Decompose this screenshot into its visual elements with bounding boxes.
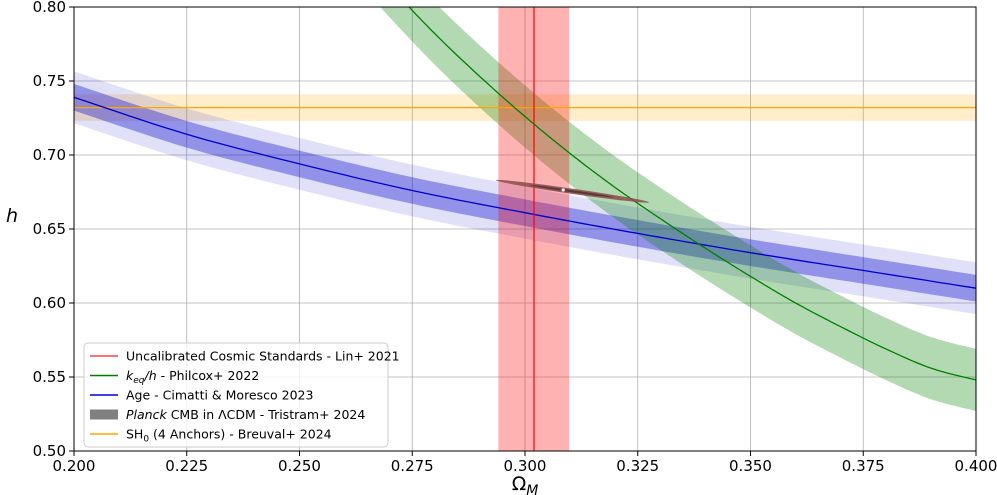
legend-item: keq/h - Philcox+ 2022 <box>90 368 259 386</box>
y-axis-label: h <box>6 205 18 227</box>
legend-item: Planck CMB in ΛCDM - Tristram+ 2024 <box>90 407 365 422</box>
legend-label: SH0 (4 Anchors) - Breuval+ 2024 <box>126 427 332 445</box>
x-tick-label: 0.350 <box>729 457 772 475</box>
age-line <box>74 96 976 289</box>
y-tick-label: 0.55 <box>33 368 66 386</box>
x-tick-label: 0.325 <box>616 457 659 475</box>
x-tick-label: 0.300 <box>504 457 547 475</box>
central-lines <box>74 7 976 451</box>
y-tick-label: 0.70 <box>33 146 66 164</box>
x-axis-label: ΩM <box>512 473 539 495</box>
legend-label: Planck CMB in ΛCDM - Tristram+ 2024 <box>126 407 365 422</box>
x-tick-label: 0.200 <box>53 457 96 475</box>
age-band-outer <box>74 71 976 315</box>
planck-center-point <box>561 188 565 192</box>
y-tick-label: 0.60 <box>33 294 66 312</box>
legend-label: keq/h - Philcox+ 2022 <box>126 368 259 386</box>
y-tick-label: 0.75 <box>33 72 66 90</box>
y-tick-label: 0.65 <box>33 220 66 238</box>
x-tick-label: 0.275 <box>391 457 434 475</box>
y-tick-label: 0.50 <box>33 442 66 460</box>
axis-ticks: 0.200 0.225 0.250 0.275 0.300 0.325 0.350 0.375… <box>33 0 997 475</box>
x-tick-label: 0.225 <box>165 457 208 475</box>
legend-item: SH0 (4 Anchors) - Breuval+ 2024 <box>90 427 332 445</box>
planck-ellipse-inner <box>530 185 615 198</box>
x-tick-label: 0.375 <box>842 457 885 475</box>
legend-box <box>83 342 389 448</box>
philcox-line <box>408 7 976 381</box>
legend-label: Age - Cimatti & Moresco 2023 <box>126 388 313 403</box>
y-tick-label: 0.80 <box>33 0 66 16</box>
x-tick-label: 0.250 <box>278 457 321 475</box>
x-tick-label: 0.400 <box>955 457 997 475</box>
legend-swatch <box>90 409 118 420</box>
legend-label: Uncalibrated Cosmic Standards - Lin+ 202… <box>126 349 400 364</box>
legend: Uncalibrated Cosmic Standards - Lin+ 202… <box>83 342 400 448</box>
legend-item: Age - Cimatti & Moresco 2023 <box>90 388 313 403</box>
legend-item: Uncalibrated Cosmic Standards - Lin+ 202… <box>90 349 400 364</box>
age-band-inner <box>74 84 976 302</box>
